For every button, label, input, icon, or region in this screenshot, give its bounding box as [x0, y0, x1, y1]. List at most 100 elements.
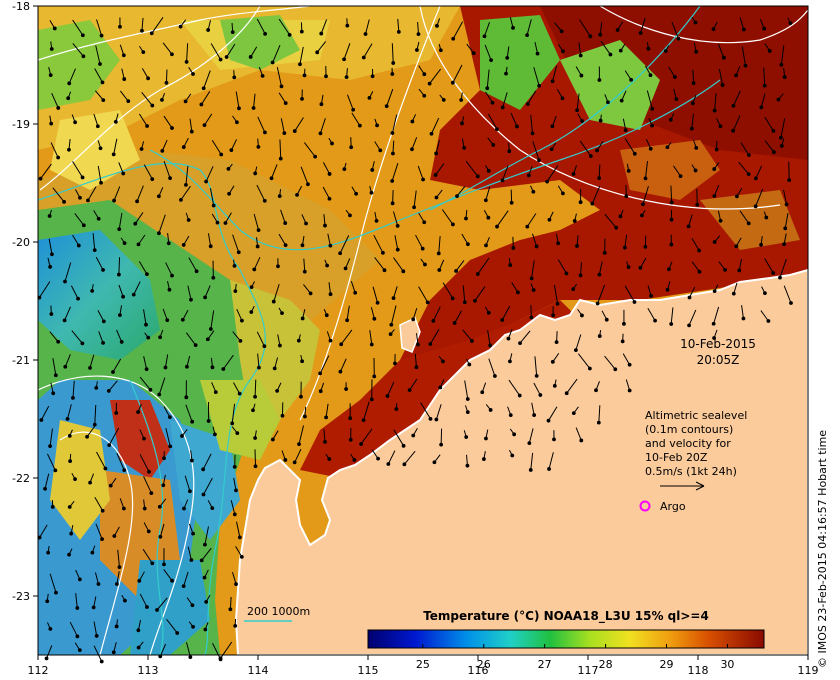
- velocity-arrow: [598, 164, 601, 179]
- colorbar: Temperature (°C) NOAA18_L3U 15% ql>=4 25…: [367, 609, 765, 671]
- velocity-arrow: [691, 113, 695, 129]
- velocity-arrow: [202, 453, 212, 470]
- velocity-arrow-head: [298, 62, 302, 67]
- velocity-arrow: [185, 165, 189, 185]
- velocity-arrow-head: [170, 273, 174, 278]
- velocity-arrow-head: [525, 102, 530, 106]
- velocity-arrow-head: [532, 413, 537, 417]
- velocity-arrow-head: [131, 292, 136, 297]
- velocity-arrow-head: [51, 391, 56, 396]
- argo-float-icon: [639, 500, 651, 512]
- velocity-arrow-head: [663, 49, 668, 53]
- velocity-arrow-head: [328, 243, 333, 248]
- velocity-arrow-head: [460, 121, 464, 126]
- velocity-arrow-head: [111, 650, 116, 655]
- velocity-arrow: [441, 209, 454, 225]
- velocity-arrow-head: [500, 105, 505, 110]
- velocity-arrow-head: [538, 393, 543, 397]
- velocity-arrow-head: [191, 531, 195, 536]
- velocity-arrow: [373, 234, 384, 254]
- velocity-arrow-head: [183, 99, 188, 104]
- velocity-arrow: [113, 138, 118, 155]
- velocity-arrow-head: [372, 374, 377, 379]
- velocity-arrow-head: [594, 388, 598, 393]
- velocity-arrow: [186, 43, 189, 62]
- velocity-arrow-head: [235, 120, 239, 125]
- velocity-arrow-head: [227, 191, 232, 196]
- velocity-arrow: [432, 306, 441, 322]
- velocity-arrow-head: [627, 362, 632, 367]
- velocity-arrow-head: [391, 61, 396, 65]
- velocity-arrow-head: [224, 55, 229, 59]
- velocity-arrow-head: [782, 242, 787, 247]
- velocity-arrow-head: [622, 245, 627, 250]
- argo-label: Argo: [660, 500, 686, 513]
- velocity-arrow-head: [598, 118, 603, 123]
- velocity-arrow: [97, 165, 102, 183]
- velocity-arrow-head: [202, 123, 207, 128]
- velocity-arrow-head: [121, 171, 126, 176]
- velocity-arrow: [506, 46, 510, 58]
- velocity-arrow-head: [251, 106, 256, 110]
- velocity-arrow-head: [552, 437, 556, 442]
- velocity-arrow-head: [389, 322, 394, 327]
- velocity-arrow: [188, 257, 198, 272]
- velocity-arrow: [94, 404, 97, 425]
- velocity-arrow-head: [236, 250, 241, 255]
- velocity-arrow-head: [626, 265, 631, 269]
- velocity-arrow-head: [278, 343, 282, 348]
- plot-frame: [37, 5, 809, 656]
- velocity-arrow: [40, 163, 52, 179]
- velocity-arrow-head: [188, 655, 193, 659]
- velocity-arrow-head: [199, 558, 204, 563]
- velocity-arrow: [49, 331, 59, 343]
- velocity-arrow-head: [201, 492, 206, 497]
- velocity-arrow-head: [361, 55, 366, 60]
- velocity-arrow-head: [529, 276, 534, 281]
- velocity-arrow-head: [80, 33, 85, 38]
- velocity-arrow-head: [94, 634, 99, 638]
- velocity-arrow-head: [122, 468, 127, 472]
- velocity-arrow: [625, 379, 631, 391]
- velocity-arrow-head: [348, 416, 353, 421]
- velocity-arrow-head: [422, 220, 427, 225]
- velocity-arrow-head: [747, 153, 751, 157]
- velocity-arrow: [755, 188, 764, 207]
- velocity-arrow-head: [300, 359, 305, 364]
- velocity-arrow-head: [363, 32, 368, 36]
- velocity-arrow: [392, 190, 394, 204]
- velocity-arrow-head: [76, 296, 80, 301]
- velocity-arrow-head: [714, 147, 719, 152]
- velocity-arrow-head: [348, 213, 352, 218]
- velocity-arrow-head: [420, 246, 425, 251]
- velocity-arrow-head: [54, 590, 58, 595]
- velocity-arrow: [624, 285, 635, 303]
- velocity-arrow-head: [62, 199, 66, 204]
- velocity-arrow-head: [170, 126, 174, 130]
- velocity-arrow: [528, 428, 534, 444]
- velocity-arrow-head: [318, 371, 323, 376]
- velocity-arrow: [552, 65, 558, 82]
- velocity-arrow-head: [376, 456, 380, 461]
- velocity-arrow-head: [422, 72, 427, 77]
- velocity-arrow: [351, 112, 361, 126]
- velocity-arrow-head: [432, 460, 437, 465]
- velocity-arrow-head: [122, 77, 127, 81]
- velocity-arrow-head: [269, 176, 274, 181]
- velocity-arrow-head: [67, 147, 71, 152]
- velocity-arrow-head: [223, 221, 228, 225]
- velocity-arrow: [184, 475, 191, 492]
- velocity-arrow-head: [292, 460, 297, 465]
- velocity-arrow: [118, 162, 124, 174]
- velocity-arrow-head: [393, 361, 397, 366]
- velocity-arrow: [387, 450, 396, 465]
- velocity-arrow: [163, 160, 171, 179]
- velocity-arrow-head: [278, 156, 283, 161]
- velocity-arrow-head: [555, 301, 560, 306]
- velocity-arrow-head: [602, 250, 607, 255]
- velocity-arrow: [118, 212, 123, 230]
- velocity-arrow-head: [771, 128, 776, 133]
- velocity-arrow: [391, 114, 398, 134]
- velocity-arrow: [363, 43, 373, 58]
- velocity-arrow: [527, 90, 537, 105]
